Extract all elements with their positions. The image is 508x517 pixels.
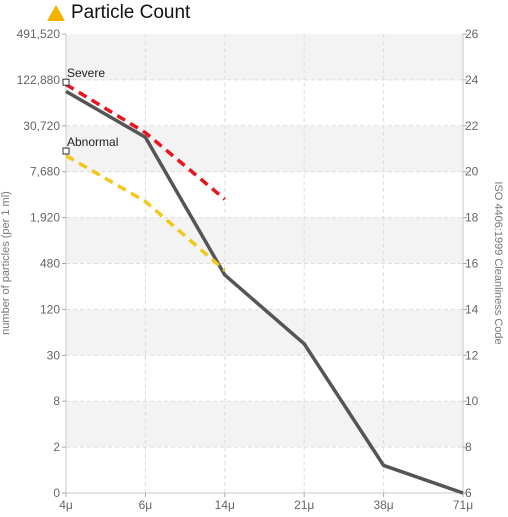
- y-tick-label: 120: [40, 302, 60, 316]
- x-tick-label: 21μ: [294, 498, 314, 512]
- y-axis-ticks: 0 2 8 30 120 480 1,920 7,680 30,720 122,880 491,52…: [17, 27, 66, 500]
- plot-band: [66, 34, 463, 80]
- y-tick-label: 480: [40, 257, 60, 271]
- y2-tick-label: 18: [465, 211, 479, 225]
- y2-tick-label: 14: [465, 302, 479, 316]
- x-axis-ticks: 4μ 6μ 14μ 21μ 38μ 71μ: [59, 493, 473, 512]
- y-axis-label: number of particles (per 1 ml): [0, 191, 12, 335]
- y2-tick-label: 6: [465, 486, 472, 500]
- x-tick-label: 14μ: [215, 498, 235, 512]
- y2-tick-label: 26: [465, 27, 479, 41]
- y2-tick-label: 24: [465, 73, 479, 87]
- chart-series: [65, 82, 464, 495]
- y2-tick-label: 20: [465, 165, 479, 179]
- x-tick-label: 4μ: [59, 498, 73, 512]
- y-tick-label: 1,920: [30, 211, 60, 225]
- threshold-markers: Severe Abnormal: [62, 66, 118, 155]
- threshold-label: Abnormal: [67, 135, 118, 149]
- x-tick-label: 38μ: [373, 498, 393, 512]
- plot-band: [66, 401, 463, 448]
- y-tick-label: 8: [53, 394, 60, 408]
- y-tick-label: 0: [53, 486, 60, 500]
- y-tick-label: 30: [47, 348, 61, 362]
- series-line-0: [65, 89, 464, 495]
- y2-tick-label: 10: [465, 394, 479, 408]
- series-line-1: [65, 82, 226, 201]
- y2-axis-label: ISO 4406:1999 Cleanliness Code: [492, 181, 504, 344]
- series-line-2: [65, 154, 226, 272]
- y-tick-label: 122,880: [17, 73, 61, 87]
- y-tick-label: 30,720: [23, 119, 60, 133]
- y2-tick-label: 22: [465, 119, 479, 133]
- y2-tick-label: 12: [465, 348, 479, 362]
- y2-axis-ticks: 6 8 10 12 14 16 18 20 22 24 26: [463, 27, 479, 500]
- chart-title: Particle Count: [46, 2, 190, 24]
- threshold-marker: [62, 78, 70, 86]
- x-tick-label: 71μ: [453, 498, 473, 512]
- plot-band: [66, 309, 463, 356]
- y2-tick-label: 8: [465, 440, 472, 454]
- plot-bands: [66, 34, 463, 448]
- x-tick-label: 6μ: [139, 498, 153, 512]
- y-tick-label: 2: [53, 440, 60, 454]
- warning-triangle-icon: [47, 5, 65, 21]
- threshold-marker: [62, 147, 70, 155]
- y2-tick-label: 16: [465, 257, 479, 271]
- y-tick-label: 491,520: [17, 27, 61, 41]
- chart-title-text: Particle Count: [71, 2, 191, 23]
- threshold-label: Severe: [67, 66, 105, 80]
- y-tick-label: 7,680: [30, 165, 60, 179]
- plot-band: [66, 125, 463, 172]
- plot-band: [66, 217, 463, 264]
